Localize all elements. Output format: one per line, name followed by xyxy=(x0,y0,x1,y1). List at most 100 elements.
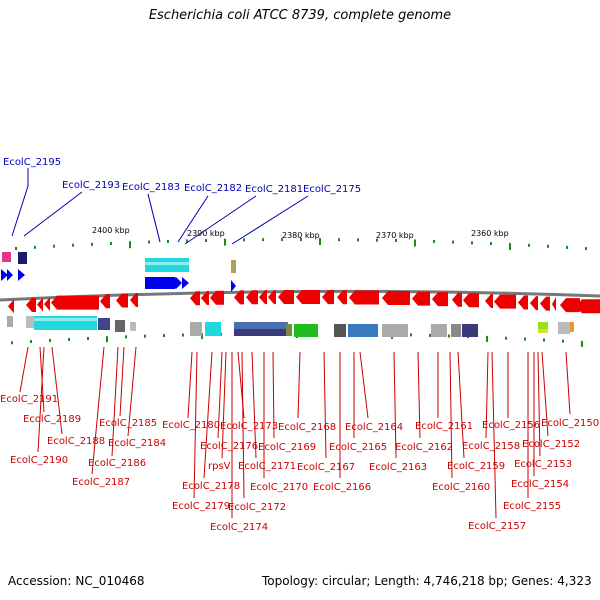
gene-label: EcolC_2189 xyxy=(23,414,81,425)
forward-gene-arrow xyxy=(1,269,8,281)
reverse-gene-arrow xyxy=(234,290,244,305)
reverse-gene-arrow xyxy=(552,297,556,312)
gene-label: EcolC_2179 xyxy=(172,501,230,512)
gene-label: EcolC_2180 xyxy=(162,420,220,431)
reverse-gene-arrow xyxy=(44,297,50,312)
gene-label: EcolC_2195 xyxy=(3,157,61,168)
scale-tick-2390: 2390 kbp xyxy=(187,229,225,238)
gene-label: EcolC_2187 xyxy=(72,477,130,488)
reverse-gene-arrow xyxy=(485,293,493,308)
gene-label: EcolC_2171 xyxy=(238,461,296,472)
reverse-gene-arrow xyxy=(432,292,448,307)
gene-label: EcolC_2150 xyxy=(541,418,599,429)
gene-label: EcolC_2155 xyxy=(503,501,561,512)
leader-line xyxy=(359,351,369,419)
leader-line xyxy=(323,351,327,459)
reverse-gene-arrow xyxy=(412,291,430,306)
reverse-gene-arrow xyxy=(296,290,320,305)
reverse-gene-arrow xyxy=(259,290,267,305)
gene-label: EcolC_2162 xyxy=(395,442,453,453)
leader-line xyxy=(37,346,45,453)
accession-value: NC_010468 xyxy=(75,574,145,588)
gene-label: EcolC_2158 xyxy=(462,441,520,452)
page-title: Escherichia coli ATCC 8739, complete gen… xyxy=(148,8,452,23)
reverse-gene-arrow xyxy=(452,292,462,307)
gene-label: EcolC_2168 xyxy=(278,422,336,433)
reverse-gene-arrow xyxy=(518,295,528,310)
gene-label: EcolC_2161 xyxy=(415,421,473,432)
reverse-gene-arrow xyxy=(349,290,379,305)
leader-line xyxy=(39,346,45,413)
leader-line xyxy=(393,351,397,459)
leader-line xyxy=(297,351,301,419)
gene-label: EcolC_2153 xyxy=(514,459,572,470)
accession-info: Accession: NC_010468 xyxy=(8,574,145,588)
leader-line xyxy=(241,351,245,499)
leader-line xyxy=(541,351,549,437)
forward-gene-arrow xyxy=(176,277,182,289)
gene-label: EcolC_2174 xyxy=(210,522,268,533)
gene-label: EcolC_2164 xyxy=(345,422,403,433)
gene-label: EcolC_2169 xyxy=(258,442,316,453)
reverse-gene-arrow xyxy=(8,299,14,314)
scale-tick-2370: 2370 kbp xyxy=(376,231,414,240)
gene-label: EcolC_2166 xyxy=(313,482,371,493)
gene-label: EcolC_2165 xyxy=(329,442,387,453)
gene-label: EcolC_2182 xyxy=(184,183,242,194)
gene-label: EcolC_2163 xyxy=(369,462,427,473)
leader-line xyxy=(485,351,489,439)
accession-label: Accession: xyxy=(8,574,72,588)
reverse-gene-arrow xyxy=(246,290,258,305)
scale-tick-2400: 2400 kbp xyxy=(92,226,130,235)
reverse-gene-arrow xyxy=(278,290,294,305)
gene-label: EcolC_2184 xyxy=(108,438,166,449)
leader-line xyxy=(537,351,541,457)
gene-label: EcolC_2185 xyxy=(99,418,157,429)
reverse-gene-arrow xyxy=(37,297,43,312)
leader-line xyxy=(417,351,421,439)
scale-tick-2380: 2380 kbp xyxy=(282,231,320,240)
leader-line xyxy=(19,346,29,393)
reverse-gene-arrow xyxy=(116,293,128,308)
forward-gene-arrow xyxy=(145,277,181,289)
reverse-gene-arrow xyxy=(268,290,276,305)
feature-block-olive xyxy=(231,260,236,273)
gene-label: EcolC_2160 xyxy=(432,482,490,493)
gene-label: EcolC_2159 xyxy=(447,461,505,472)
gene-label: EcolC_2173 xyxy=(220,421,278,432)
gene-label: EcolC_2183 xyxy=(122,182,180,193)
reverse-gene-arrow xyxy=(190,291,200,306)
leader-line xyxy=(449,351,453,479)
gene-label: EcolC_2176 xyxy=(200,441,258,452)
gene-label: EcolC_2157 xyxy=(468,521,526,532)
gene-label: EcolC_2190 xyxy=(10,455,68,466)
gene-label: rpsV xyxy=(208,461,231,472)
gene-label: EcolC_2181 xyxy=(245,184,303,195)
reverse-gene-arrow xyxy=(530,296,538,311)
reverse-gene-arrow xyxy=(322,290,334,305)
leader-line xyxy=(127,346,137,437)
leader-line xyxy=(187,351,193,419)
gene-label: EcolC_2170 xyxy=(250,482,308,493)
gene-label: EcolC_2154 xyxy=(511,479,569,490)
leader-line xyxy=(111,346,119,457)
reverse-gene-arrow xyxy=(201,291,209,306)
leader-line xyxy=(217,351,223,439)
reverse-gene-arrow xyxy=(51,295,99,310)
forward-gene-arrow xyxy=(231,280,236,292)
leader-line xyxy=(272,351,275,439)
leader-line xyxy=(203,351,213,479)
reverse-gene-arrow xyxy=(560,298,580,313)
forward-gene-arrow xyxy=(7,269,13,281)
reverse-gene-arrow xyxy=(382,291,410,306)
reverse-gene-arrow xyxy=(130,293,138,308)
feature-block-navy xyxy=(18,252,27,264)
leader-line xyxy=(221,351,227,459)
gene-label: EcolC_2191 xyxy=(0,394,58,405)
gene-label: EcolC_2178 xyxy=(182,481,240,492)
forward-gene-arrow xyxy=(182,277,189,289)
gene-label: EcolC_2172 xyxy=(228,502,286,513)
gene-label: EcolC_2167 xyxy=(297,462,355,473)
